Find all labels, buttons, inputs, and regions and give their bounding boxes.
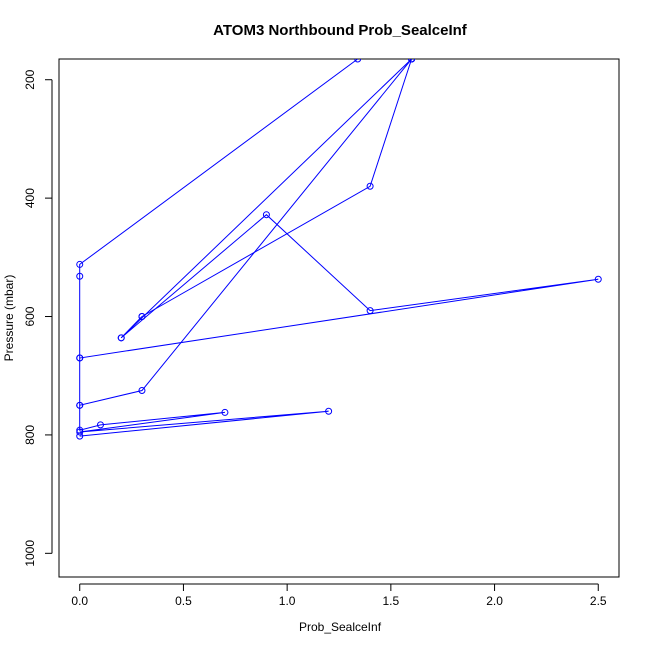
y-tick-label: 200 bbox=[23, 69, 37, 89]
y-axis-label: Pressure (mbar) bbox=[2, 275, 16, 362]
y-tick-label: 400 bbox=[23, 188, 37, 208]
y-axis: 200 400 600 800 1000 bbox=[23, 69, 53, 567]
data-point bbox=[76, 401, 84, 409]
y-tick-label: 1000 bbox=[23, 540, 37, 567]
point-layer bbox=[76, 59, 602, 440]
data-point bbox=[354, 59, 362, 63]
data-point bbox=[76, 354, 84, 362]
x-tick-label: 1.0 bbox=[279, 594, 296, 608]
data-point bbox=[117, 334, 125, 342]
data-point bbox=[76, 260, 84, 268]
y-tick-label: 600 bbox=[23, 306, 37, 326]
x-tick-label: 0.0 bbox=[71, 594, 88, 608]
x-axis: 0.0 0.5 1.0 1.5 2.0 2.5 bbox=[71, 583, 607, 608]
data-point bbox=[138, 387, 146, 395]
series-line bbox=[79, 59, 358, 358]
series-line bbox=[120, 316, 143, 339]
data-point bbox=[76, 426, 84, 434]
data-point bbox=[96, 421, 104, 429]
data-point bbox=[366, 307, 374, 315]
data-point bbox=[262, 211, 270, 219]
series-line bbox=[79, 59, 412, 437]
data-point bbox=[325, 407, 333, 415]
data-point bbox=[221, 408, 229, 416]
chart-title: ATOM3 Northbound Prob_SealceInf bbox=[213, 22, 468, 39]
x-tick-label: 1.5 bbox=[383, 594, 400, 608]
series-line bbox=[141, 59, 413, 317]
x-tick-label: 2.0 bbox=[486, 594, 503, 608]
plot-area bbox=[76, 59, 602, 440]
data-point bbox=[366, 182, 374, 190]
series-line bbox=[79, 59, 599, 406]
plot-frame bbox=[58, 58, 620, 578]
series-layer bbox=[79, 59, 599, 437]
data-point bbox=[594, 275, 602, 283]
x-axis-label: Prob_SealceInf bbox=[299, 620, 382, 634]
y-tick-label: 800 bbox=[23, 425, 37, 445]
data-point bbox=[76, 272, 84, 280]
data-point bbox=[408, 59, 416, 63]
x-tick-label: 2.5 bbox=[590, 594, 607, 608]
data-point bbox=[138, 313, 146, 321]
x-tick-label: 0.5 bbox=[175, 594, 192, 608]
